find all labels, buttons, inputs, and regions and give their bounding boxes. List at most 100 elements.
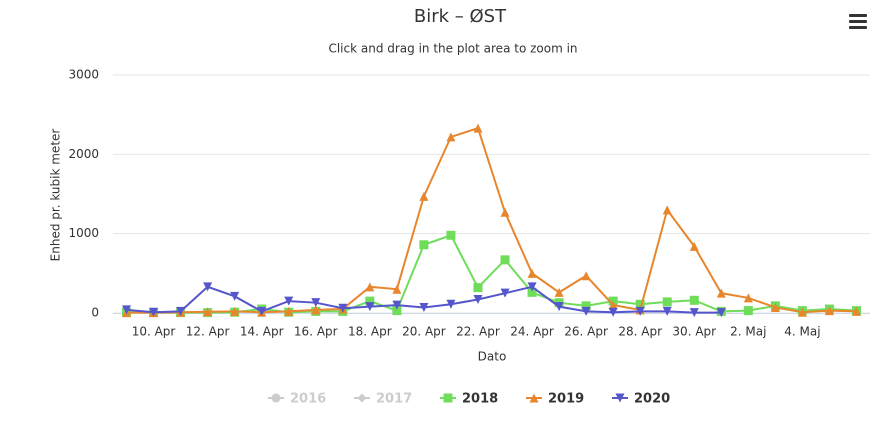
data-point (608, 307, 618, 317)
x-tick-label: 18. Apr (348, 325, 392, 339)
data-point (608, 300, 618, 310)
x-tick-label: 12. Apr (186, 325, 230, 339)
data-point (392, 284, 402, 294)
data-point (230, 291, 240, 301)
data-point (581, 271, 591, 281)
series (122, 230, 861, 318)
data-point (230, 306, 240, 316)
x-tick-label: 22. Apr (456, 325, 500, 339)
data-point (824, 306, 834, 316)
series (122, 123, 861, 318)
x-tick-label: 28. Apr (618, 325, 662, 339)
data-point (446, 299, 456, 309)
data-point (770, 302, 780, 312)
data-point (311, 298, 321, 308)
data-point (365, 296, 375, 306)
data-point (284, 306, 294, 316)
data-point (338, 303, 348, 313)
data-point (689, 241, 699, 251)
data-point (446, 132, 456, 142)
x-tick-label: 24. Apr (510, 325, 554, 339)
data-point (365, 282, 375, 292)
data-point (743, 293, 753, 303)
data-point (689, 295, 699, 305)
data-point (446, 230, 456, 240)
data-point (581, 306, 591, 316)
data-point (527, 268, 537, 278)
data-point (662, 205, 672, 215)
y-tick-label: 3000 (68, 68, 99, 82)
menu-bar (849, 26, 867, 29)
legend-marker (357, 393, 367, 403)
legend-item[interactable]: 2020 (612, 392, 670, 407)
series-line (126, 126, 857, 314)
data-point (743, 306, 753, 316)
legend-item[interactable]: 2016 (268, 392, 326, 407)
data-point (554, 287, 564, 297)
legend-label: 2016 (290, 392, 326, 407)
data-point (500, 207, 510, 217)
data-point (122, 305, 132, 315)
legend-label: 2017 (376, 392, 412, 407)
y-tick-label: 2000 (68, 147, 99, 161)
x-tick-label: 20. Apr (402, 325, 446, 339)
menu-bar (849, 20, 867, 23)
series-line (126, 234, 857, 314)
data-point (500, 288, 510, 298)
data-point (662, 297, 672, 307)
x-tick-label: 14. Apr (240, 325, 284, 339)
x-tick-label: 4. Maj (784, 325, 820, 339)
chart-title: Birk – ØST (414, 6, 507, 27)
y-tick-label: 1000 (68, 226, 99, 240)
data-point (662, 306, 672, 316)
data-point (797, 307, 807, 317)
data-point (311, 305, 321, 315)
data-point (365, 302, 375, 312)
data-point (716, 288, 726, 298)
x-tick-label: 16. Apr (294, 325, 338, 339)
data-point (392, 306, 402, 316)
data-point (176, 306, 186, 316)
legend-item[interactable]: 2018 (440, 392, 498, 407)
series (122, 282, 726, 318)
x-tick-label: 30. Apr (672, 325, 716, 339)
legend-marker (529, 393, 539, 403)
data-point (500, 255, 510, 265)
menu-button[interactable] (846, 12, 870, 32)
data-point (149, 307, 159, 317)
data-point (851, 306, 861, 316)
data-point (203, 307, 213, 317)
legend-marker (271, 393, 281, 403)
x-tick-label: 26. Apr (564, 325, 608, 339)
data-point (716, 308, 726, 318)
data-point (689, 308, 699, 318)
legend-marker (443, 393, 453, 403)
data-point (392, 300, 402, 310)
legend-label: 2019 (548, 392, 584, 407)
y-axis-label: Enhed pr. kubik meter (49, 129, 63, 262)
data-point (473, 295, 483, 305)
data-point (473, 283, 483, 293)
data-point (419, 302, 429, 312)
data-point (527, 282, 537, 292)
legend-item[interactable]: 2017 (354, 392, 412, 407)
data-point (473, 123, 483, 133)
y-tick-label: 0 (91, 306, 99, 320)
menu-bar (849, 14, 867, 17)
data-point (419, 240, 429, 250)
data-point (257, 306, 267, 316)
data-point (527, 287, 537, 297)
data-point (554, 302, 564, 312)
data-point (635, 306, 645, 316)
legend-item[interactable]: 2019 (526, 392, 584, 407)
data-point (419, 191, 429, 201)
legend-marker (615, 393, 625, 403)
data-point (581, 301, 591, 311)
data-point (635, 299, 645, 309)
x-tick-label: 10. Apr (132, 325, 176, 339)
data-point (203, 282, 213, 292)
legend-label: 2018 (462, 392, 498, 407)
legend-label: 2020 (634, 392, 670, 407)
chart-subtitle: Click and drag in the plot area to zoom … (328, 42, 577, 56)
